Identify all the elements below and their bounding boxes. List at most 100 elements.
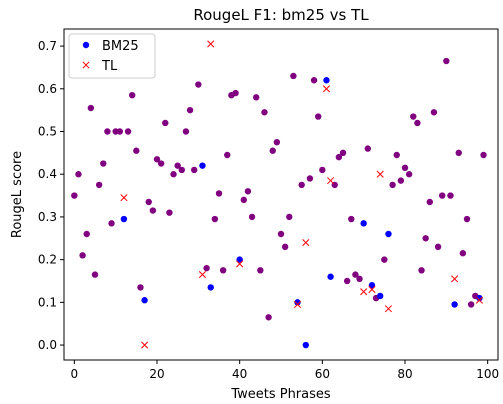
point-bm25 xyxy=(236,256,243,263)
chart-title: RougeL F1: bm25 vs TL xyxy=(193,6,369,24)
point-bm25 xyxy=(224,151,231,159)
point-bm25 xyxy=(393,151,400,159)
point-bm25 xyxy=(306,175,314,182)
point-bm25 xyxy=(166,209,173,216)
y-tick-label: 0.4 xyxy=(38,167,57,181)
plot-frame xyxy=(63,28,499,361)
point-bm25 xyxy=(79,252,86,259)
point-tl xyxy=(368,285,376,294)
point-bm25 xyxy=(182,128,190,135)
y-tick-label: 0.2 xyxy=(38,253,57,267)
point-bm25 xyxy=(104,128,111,135)
point-bm25 xyxy=(315,113,322,120)
point-bm25 xyxy=(87,104,95,112)
y-tick-label: 0.6 xyxy=(38,82,57,96)
point-bm25 xyxy=(145,198,152,206)
point-bm25 xyxy=(75,171,82,178)
point-bm25 xyxy=(430,109,438,116)
legend: BM25 TL xyxy=(68,33,156,79)
point-bm25 xyxy=(467,301,475,308)
point-tl xyxy=(322,85,331,93)
point-tl xyxy=(384,305,393,313)
legend-box xyxy=(68,33,156,79)
point-bm25 xyxy=(352,271,359,278)
point-bm25 xyxy=(360,220,367,227)
point-bm25 xyxy=(463,215,471,223)
point-bm25 xyxy=(273,138,281,146)
point-bm25 xyxy=(95,181,103,189)
point-bm25 xyxy=(257,267,264,274)
x-tick-label: 100 xyxy=(476,367,499,381)
point-bm25 xyxy=(410,113,417,120)
y-tick-label: 0.3 xyxy=(38,210,57,224)
point-bm25 xyxy=(343,277,351,285)
point-bm25 xyxy=(281,243,289,251)
point-bm25 xyxy=(178,166,185,174)
point-bm25 xyxy=(170,171,177,178)
point-bm25 xyxy=(447,192,454,199)
point-bm25 xyxy=(434,243,442,251)
point-bm25 xyxy=(91,271,99,278)
point-bm25 xyxy=(426,198,433,206)
point-bm25 xyxy=(277,230,285,238)
point-bm25 xyxy=(191,166,198,174)
y-tick-label: 0.7 xyxy=(38,39,57,53)
point-bm25 xyxy=(459,250,467,257)
x-tick-label: 20 xyxy=(149,367,164,381)
point-bm25 xyxy=(153,156,161,163)
point-bm25 xyxy=(294,299,301,306)
point-bm25 xyxy=(232,89,239,97)
point-bm25 xyxy=(476,294,483,302)
x-tick-label: 80 xyxy=(397,367,412,381)
legend-marker-bm25 xyxy=(82,41,90,49)
point-bm25 xyxy=(310,77,318,84)
point-bm25 xyxy=(451,301,458,308)
point-tl xyxy=(293,300,302,309)
point-bm25 xyxy=(397,177,405,184)
point-bm25 xyxy=(418,267,425,274)
point-tl xyxy=(376,170,384,178)
point-bm25 xyxy=(157,160,165,167)
point-bm25 xyxy=(348,215,355,223)
point-bm25 xyxy=(385,230,392,238)
point-tl xyxy=(236,260,244,268)
point-bm25 xyxy=(286,213,293,221)
point-bm25 xyxy=(405,171,413,178)
legend-marker-tl xyxy=(82,61,90,69)
point-bm25 xyxy=(381,256,388,263)
legend-label-bm25: BM25 xyxy=(102,39,139,54)
point-bm25 xyxy=(327,273,334,280)
point-bm25 xyxy=(244,188,252,195)
point-bm25 xyxy=(71,192,78,199)
point-bm25 xyxy=(298,181,305,189)
point-bm25 xyxy=(199,162,206,169)
point-tl xyxy=(120,194,128,202)
point-bm25 xyxy=(83,230,90,238)
point-bm25 xyxy=(133,147,140,154)
point-bm25 xyxy=(302,341,309,349)
x-tick-label: 60 xyxy=(315,367,330,381)
point-bm25 xyxy=(339,149,347,157)
point-bm25 xyxy=(422,235,429,242)
point-bm25 xyxy=(137,284,144,291)
point-bm25 xyxy=(120,215,128,223)
point-bm25 xyxy=(455,149,462,157)
point-bm25 xyxy=(368,282,376,289)
point-tl xyxy=(198,271,207,279)
point-tl xyxy=(451,275,459,283)
point-bm25 xyxy=(319,166,326,174)
y-tick-label: 0.1 xyxy=(38,295,57,309)
point-bm25 xyxy=(240,196,247,204)
axes: 0 20 40 60 80 100 0.0 0.1 0.2 0.3 0.4 0.5 0.6 0.7 xyxy=(38,28,499,381)
point-bm25 xyxy=(290,72,297,80)
point-bm25 xyxy=(401,164,409,172)
point-bm25 xyxy=(108,220,115,227)
point-bm25 xyxy=(124,128,132,135)
point-bm25 xyxy=(323,77,330,84)
point-bm25 xyxy=(149,207,157,214)
point-tl xyxy=(327,177,335,185)
point-bm25 xyxy=(443,57,450,65)
point-bm25 xyxy=(389,181,396,189)
point-bm25 xyxy=(211,215,219,223)
